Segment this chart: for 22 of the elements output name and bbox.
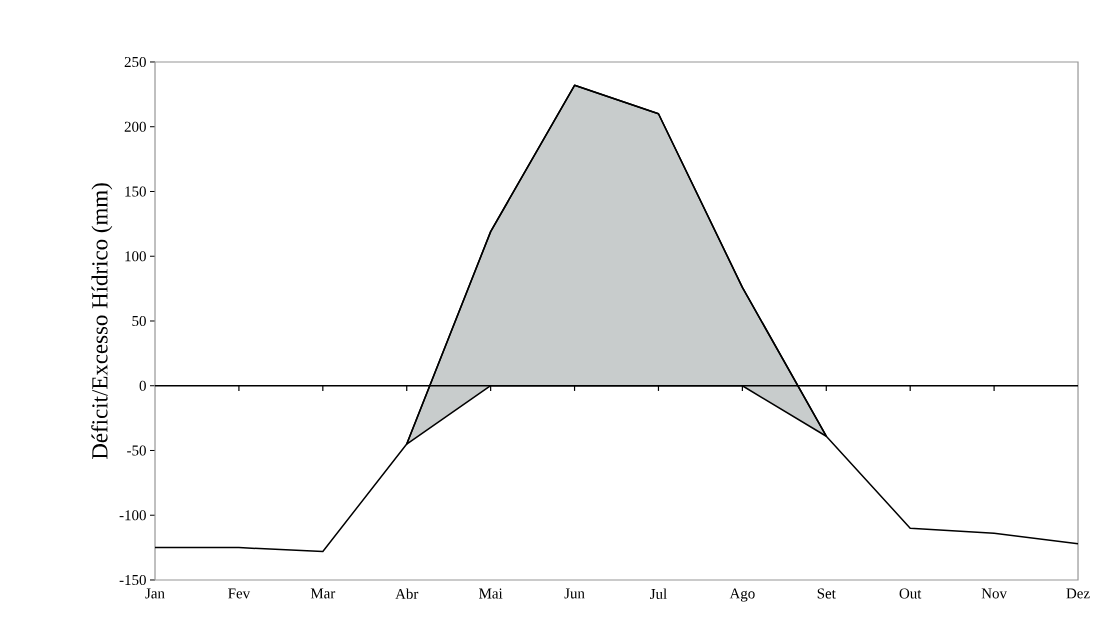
y-tick-label: 0 (139, 380, 146, 391)
x-tick-label: Fev (228, 588, 251, 599)
x-tick-label: Jan (145, 588, 165, 599)
y-tick-label: 50 (132, 315, 146, 327)
x-tick-label: Out (899, 588, 922, 599)
x-tick-label: Nov (981, 588, 1007, 599)
y-tick-label: 100 (125, 251, 146, 262)
x-tick-label: Abr (395, 588, 419, 600)
x-tick-label: Mar (310, 588, 336, 599)
x-tick-label: Jun (564, 588, 585, 599)
y-tick-label: -50 (127, 445, 146, 456)
y-tick-label: 250 (124, 56, 146, 68)
x-tick-label: Jul (650, 588, 667, 600)
y-tick-label: -100 (119, 510, 146, 521)
y-axis-title: Déficit/Excesso Hídrico (mm) (91, 183, 113, 460)
y-tick-label: 200 (124, 121, 146, 132)
y-tick-label: -150 (119, 574, 146, 586)
x-tick-label: Dez (1066, 588, 1090, 599)
x-tick-label: Mai (479, 588, 503, 599)
x-tick-label: Ago (729, 588, 755, 602)
x-tick-label: Set (817, 588, 836, 599)
y-tick-label: 150 (125, 186, 146, 197)
